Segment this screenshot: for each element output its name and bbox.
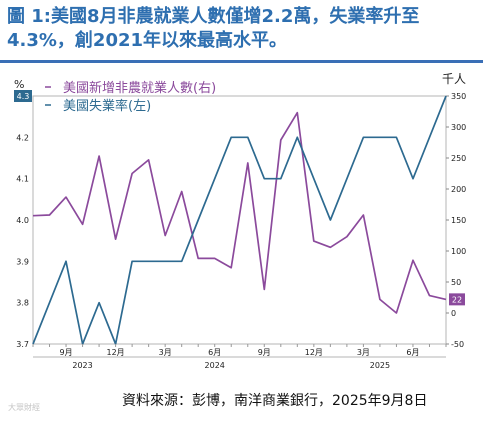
x-tick-label: 3月	[357, 348, 370, 357]
payrolls-end-badge	[449, 293, 465, 306]
left-tick-label: 3.9	[16, 257, 29, 266]
x-year-label: 2023	[72, 361, 92, 370]
right-tick-label: 50	[451, 278, 461, 287]
right-tick-label: 250	[451, 154, 466, 163]
right-tick-label: 300	[451, 123, 466, 132]
x-tick-label: 6月	[208, 348, 221, 357]
right-tick-label: 0	[451, 309, 456, 318]
watermark: 大眾財經	[8, 403, 40, 412]
left-tick-label: 4.0	[16, 216, 29, 225]
combo-line-chart: 3.7 3.8 3.9 4.0 4.1 4.2% -50 0 50 100 150 200 250 300…	[14, 72, 466, 370]
right-tick-label: 100	[451, 247, 466, 256]
left-tick-label: 3.8	[16, 299, 29, 308]
left-tick-label: 3.7	[16, 340, 29, 349]
legend: 美國新增非農就業人數(右) 美國失業率(左)	[45, 80, 216, 114]
series-lines: 224.3	[14, 90, 465, 345]
x-tick-label: 6月	[406, 348, 419, 357]
right-tick-label: 150	[451, 216, 466, 225]
x-tick-label: 12月	[305, 348, 323, 357]
x-year-label: 2024	[205, 361, 225, 370]
payrolls-end-label: 22	[452, 295, 462, 304]
source-note: 資料來源：彭博，南洋商業銀行，2025年9月8日	[122, 393, 428, 409]
legend-label: 美國新增非農就業人數(右)	[63, 80, 216, 96]
x-tick-label: 9月	[59, 348, 72, 357]
x-tick-label: 3月	[159, 348, 172, 357]
unemployment-series-line	[32, 95, 447, 345]
x-year-label: 2025	[370, 361, 390, 370]
x-tick-label: 9月	[258, 348, 271, 357]
right-axis-unit: 千人	[442, 72, 466, 86]
x-tick-label: 12月	[107, 348, 125, 357]
title-line-1: 圖 1:美國8月非農就業人數僅增2.2萬，失業率升至	[7, 6, 420, 27]
left-axis-unit: %	[14, 78, 24, 91]
legend-label: 美國失業率(左)	[63, 98, 151, 114]
unemployment-end-badge	[14, 90, 32, 102]
left-tick-label: 4.1	[16, 175, 29, 184]
left-tick-label: 4.2	[16, 133, 29, 142]
chart-title: 圖 1:美國8月非農就業人數僅增2.2萬，失業率升至 4.3%，創2021年以來…	[7, 5, 477, 53]
payrolls-series-line	[32, 111, 447, 314]
title-rule	[0, 60, 483, 63]
unemployment-end-label: 4.3	[17, 92, 30, 101]
right-tick-label: -50	[451, 340, 464, 349]
axis-ticks: 3.7 3.8 3.9 4.0 4.1 4.2% -50 0 50 100 150 200 250 300…	[14, 72, 466, 349]
right-tick-label: 350	[451, 92, 466, 101]
x-axis: 9月 12月 3月 6月 9月 12月 3月 6月 2023 2024 2025	[32, 344, 447, 370]
title-line-2: 4.3%，創2021年以來最高水平。	[7, 30, 288, 51]
right-tick-label: 200	[451, 185, 466, 194]
